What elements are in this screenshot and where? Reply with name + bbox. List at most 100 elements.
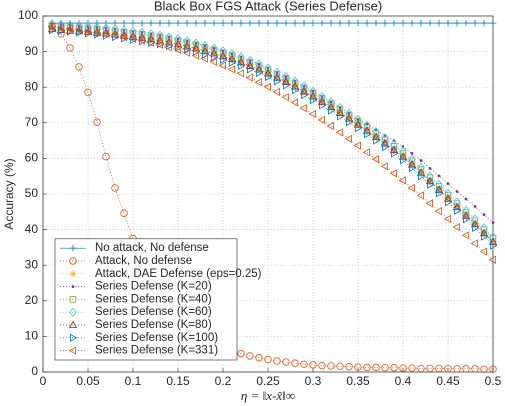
marker xyxy=(363,363,371,372)
marker xyxy=(200,46,210,54)
marker xyxy=(326,121,335,131)
x-tick-label: 0.1 xyxy=(125,374,142,388)
marker xyxy=(309,361,317,369)
marker xyxy=(471,223,480,232)
marker xyxy=(381,140,389,147)
marker xyxy=(335,108,345,116)
marker xyxy=(336,112,345,121)
x-tick-label: 0.35 xyxy=(346,374,370,388)
marker xyxy=(461,211,471,219)
marker xyxy=(236,57,246,66)
marker xyxy=(453,365,461,373)
marker xyxy=(482,213,486,217)
marker xyxy=(389,169,398,178)
marker xyxy=(398,176,407,185)
marker xyxy=(309,93,317,100)
marker xyxy=(156,30,164,40)
marker xyxy=(272,73,282,81)
marker xyxy=(461,231,470,240)
marker xyxy=(76,28,84,37)
marker xyxy=(146,34,156,43)
marker xyxy=(363,130,372,139)
marker xyxy=(417,364,425,373)
series-line xyxy=(51,25,494,239)
marker xyxy=(390,149,399,158)
chart-title: Black Box FGS Attack (Series Defense) xyxy=(154,0,382,13)
y-tick-label: 20 xyxy=(25,293,39,307)
marker xyxy=(129,35,138,44)
marker xyxy=(327,97,335,107)
marker xyxy=(101,29,109,38)
marker xyxy=(273,357,281,365)
marker xyxy=(491,221,495,224)
marker xyxy=(192,38,200,48)
marker xyxy=(263,82,272,91)
legend-marker xyxy=(68,320,78,329)
marker xyxy=(192,19,200,27)
marker xyxy=(371,155,380,164)
marker xyxy=(363,120,371,130)
y-tick-label: 60 xyxy=(25,151,39,165)
x-tick-label: 0.2 xyxy=(215,374,232,388)
marker xyxy=(416,191,425,200)
legend-marker xyxy=(71,285,75,289)
marker xyxy=(480,232,489,241)
marker xyxy=(209,48,219,57)
marker xyxy=(372,136,381,145)
x-axis-label: η = ‖x-x̃‖∞ xyxy=(241,388,295,403)
marker xyxy=(362,148,371,157)
marker xyxy=(93,22,101,33)
x-tick-label: 0.15 xyxy=(166,374,190,388)
marker xyxy=(318,19,326,27)
marker xyxy=(93,118,101,126)
marker xyxy=(345,115,353,122)
marker xyxy=(183,19,191,27)
marker xyxy=(137,36,146,45)
marker xyxy=(407,160,417,168)
marker xyxy=(425,176,435,185)
marker xyxy=(462,205,470,216)
marker xyxy=(254,64,264,73)
marker xyxy=(245,73,254,82)
marker xyxy=(245,61,255,69)
marker xyxy=(264,63,272,73)
series-line xyxy=(51,26,493,370)
legend-box xyxy=(54,238,238,361)
marker xyxy=(237,19,245,27)
marker xyxy=(111,184,119,192)
marker xyxy=(155,40,164,49)
marker xyxy=(84,88,92,97)
legend-marker xyxy=(69,307,77,317)
marker xyxy=(327,103,335,111)
legend-label: Series Defense (K=331) xyxy=(95,345,218,357)
marker xyxy=(381,142,390,152)
marker xyxy=(282,81,291,90)
y-tick-label: 100 xyxy=(18,8,38,22)
marker xyxy=(173,45,182,54)
marker xyxy=(165,41,174,50)
marker xyxy=(462,212,470,220)
marker xyxy=(381,364,389,372)
legend-label: Attack, DAE Defense (eps=0.25) xyxy=(95,268,262,280)
y-tick-label: 10 xyxy=(25,329,39,343)
marker xyxy=(344,134,353,143)
marker xyxy=(443,214,452,223)
legend-label: No attack, No defense xyxy=(95,242,209,254)
marker xyxy=(480,223,488,233)
marker xyxy=(488,255,497,264)
marker xyxy=(435,364,443,373)
y-tick-label: 50 xyxy=(25,186,39,200)
marker xyxy=(345,118,354,127)
marker xyxy=(119,32,127,42)
marker xyxy=(308,92,318,100)
marker xyxy=(489,232,497,242)
marker xyxy=(165,32,173,42)
marker xyxy=(210,43,218,53)
marker xyxy=(282,78,290,86)
marker xyxy=(290,98,299,107)
marker xyxy=(309,19,317,27)
y-tick-label: 90 xyxy=(25,44,39,58)
marker xyxy=(218,61,227,70)
legend-label: Series Defense (K=60) xyxy=(95,306,212,318)
